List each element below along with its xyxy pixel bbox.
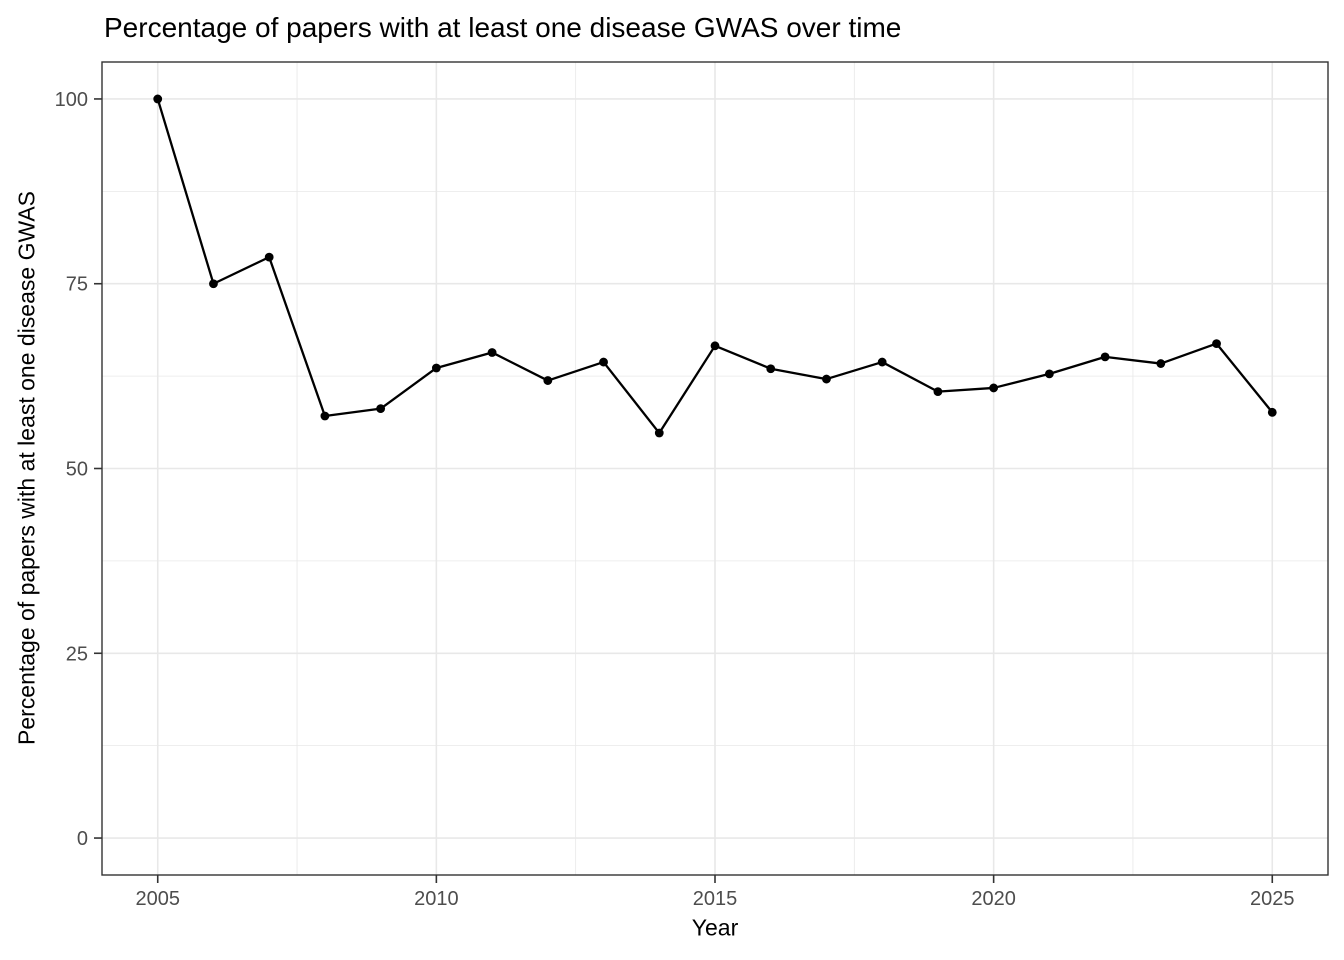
x-axis-tick-label: 2005	[135, 888, 180, 910]
data-point	[822, 374, 831, 384]
data-point	[1212, 339, 1221, 348]
data-point	[1267, 407, 1277, 417]
data-point	[1156, 359, 1166, 368]
y-axis-tick-label: 75	[66, 274, 88, 296]
panel-border	[101, 61, 1329, 876]
data-point	[320, 411, 330, 421]
chart-title: Percentage of papers with at least one d…	[104, 12, 902, 43]
data-point	[1100, 352, 1110, 362]
data-point	[264, 252, 274, 262]
data-point	[654, 428, 664, 438]
y-axis-tick-label: 50	[66, 459, 88, 481]
data-point	[877, 357, 887, 367]
y-axis-tick-label: 100	[55, 89, 88, 111]
y-axis-tick-label: 25	[66, 643, 88, 665]
data-point	[209, 279, 218, 289]
data-point	[933, 387, 943, 397]
data-point	[989, 383, 999, 393]
x-axis-tick-label: 2025	[1250, 888, 1295, 910]
data-point	[543, 376, 553, 385]
data-point	[153, 94, 163, 104]
x-axis-tick-label: 2015	[693, 888, 738, 910]
x-axis-tick-label: 2020	[971, 888, 1016, 910]
data-point	[766, 364, 776, 374]
data-point	[487, 348, 497, 357]
data-point	[599, 357, 608, 367]
data-point	[431, 363, 441, 373]
y-axis-tick-label: 0	[77, 828, 88, 850]
data-point	[710, 341, 720, 351]
data-point	[376, 404, 386, 414]
x-axis-tick-label: 2010	[414, 888, 459, 910]
x-axis-title: Year	[691, 914, 739, 941]
data-point	[1044, 369, 1054, 379]
